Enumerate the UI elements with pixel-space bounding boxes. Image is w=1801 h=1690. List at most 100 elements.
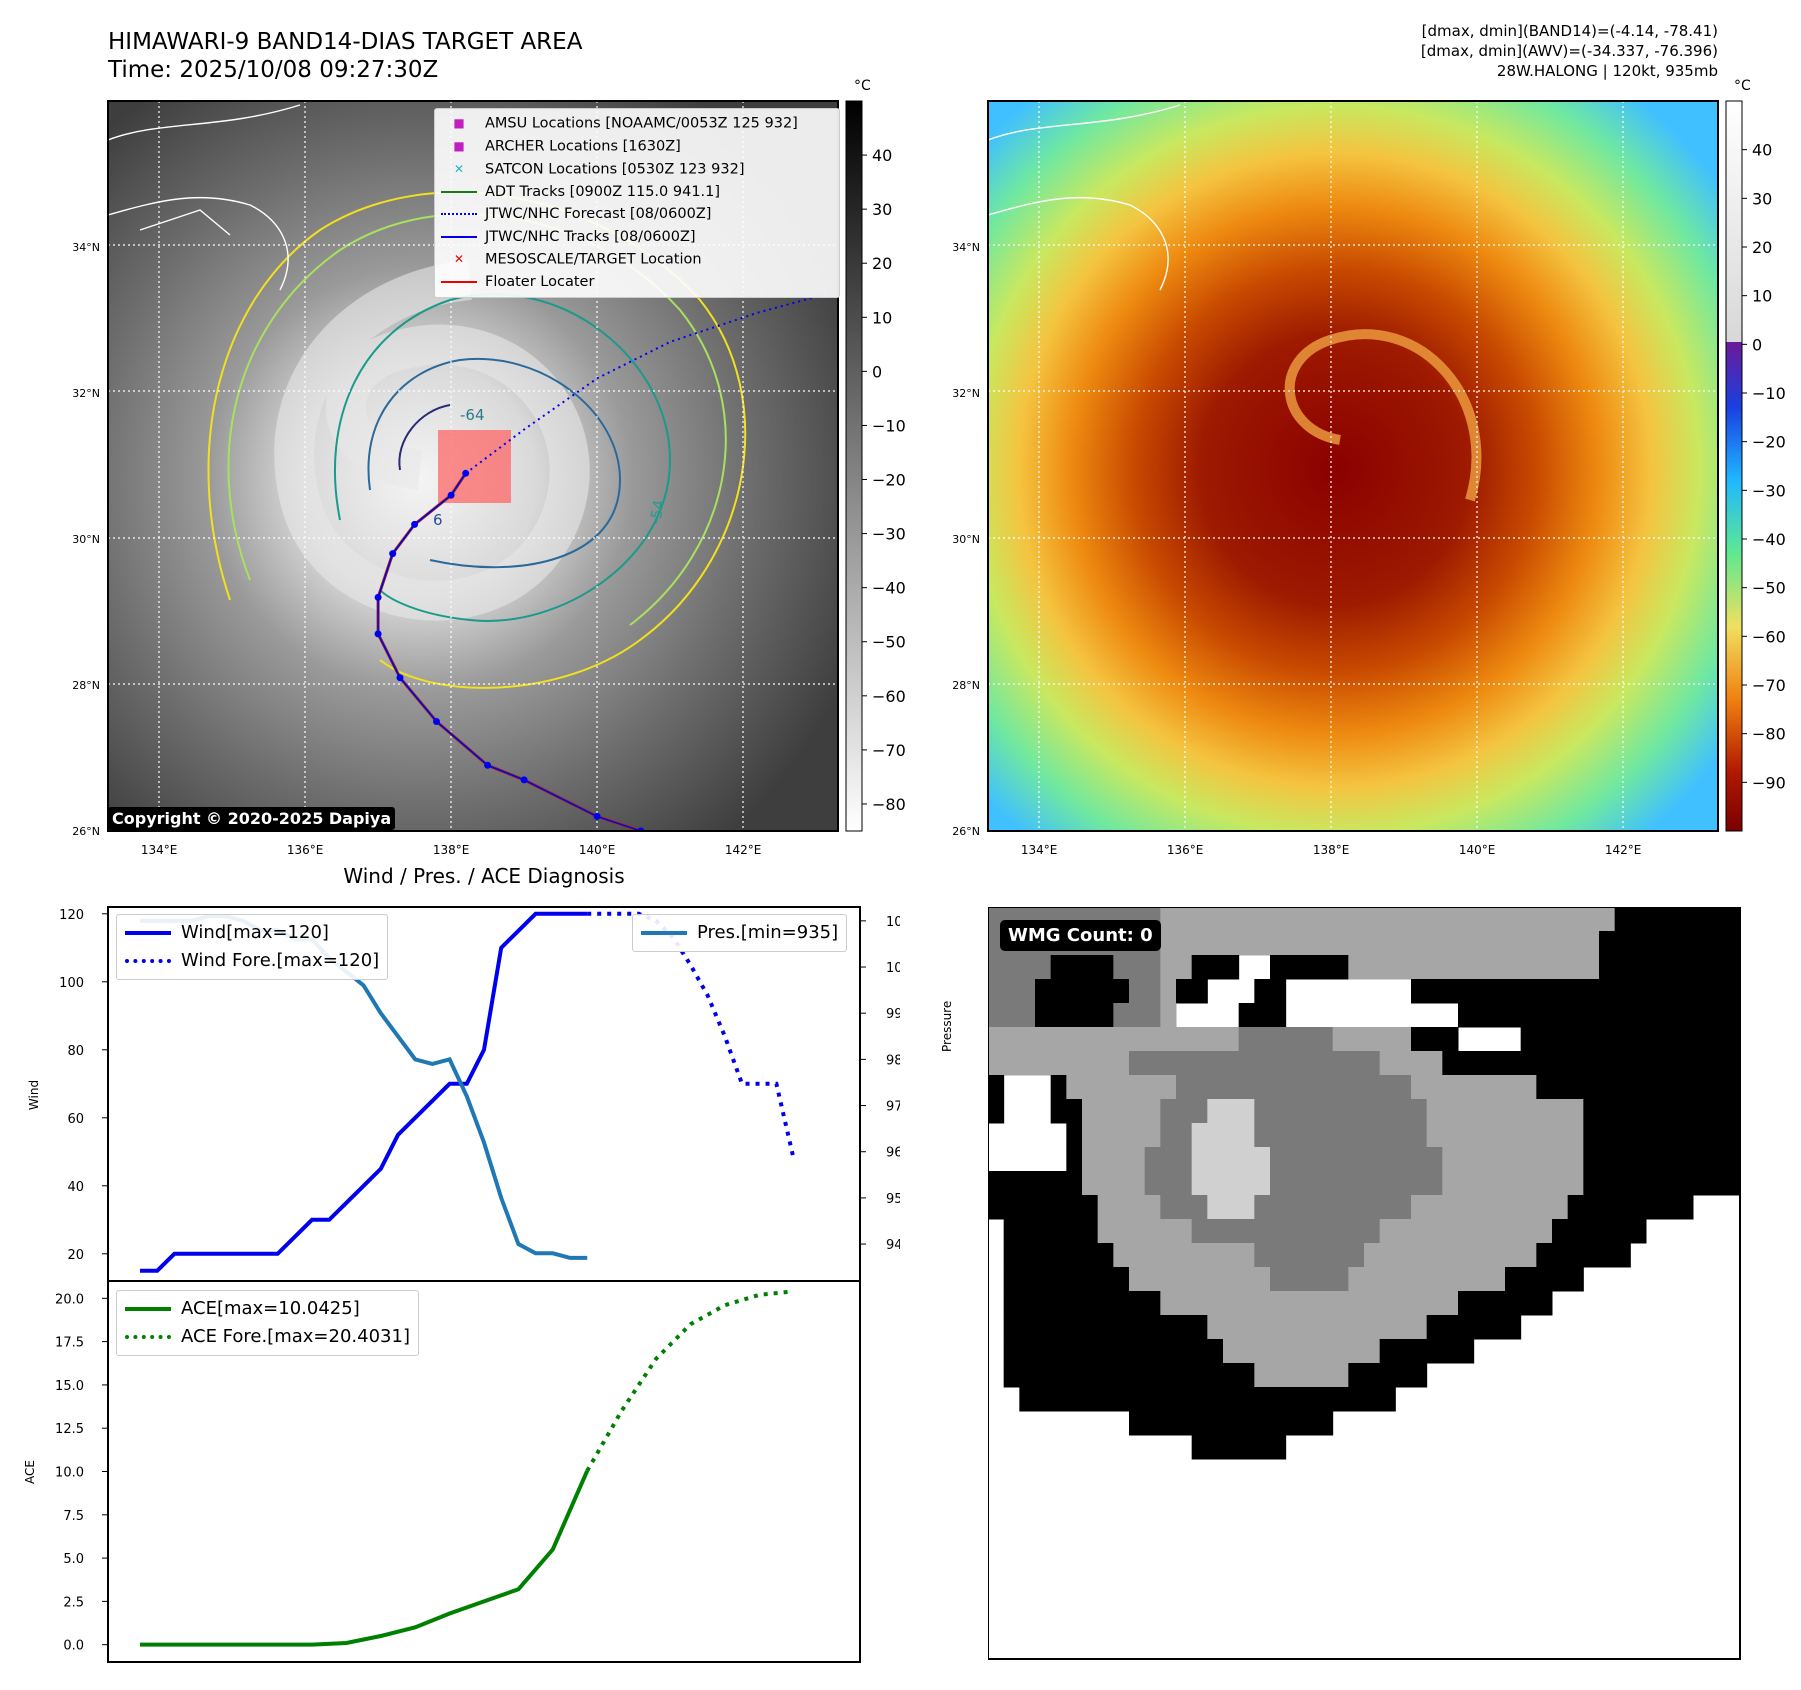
- wmg-cell: [1364, 1363, 1381, 1388]
- wmg-cell: [1144, 1315, 1161, 1340]
- wmg-cell: [1630, 1099, 1647, 1124]
- wmg-cell: [1536, 1267, 1553, 1292]
- wmg-cell: [1442, 955, 1459, 980]
- lon-tick-label: 138°E: [1313, 843, 1350, 857]
- wmg-cell: [1066, 1171, 1083, 1196]
- wmg-cell: [1505, 1291, 1522, 1316]
- wmg-cell: [1019, 1339, 1036, 1364]
- colorbar-tick-label: 0: [872, 362, 882, 381]
- wmg-cell: [1082, 1027, 1099, 1052]
- legend-marker: [441, 190, 477, 193]
- wmg-cell: [1708, 955, 1725, 980]
- wmg-cell: [1238, 1315, 1255, 1340]
- wmg-cell: [1285, 1411, 1302, 1436]
- wmg-cell: [1458, 1195, 1475, 1220]
- wmg-cell: [1630, 931, 1647, 956]
- awv-map-frame: [987, 100, 1719, 832]
- wmg-cell: [1082, 1171, 1099, 1196]
- wmg-cell: [1505, 1243, 1522, 1268]
- wmg-cell: [1301, 1123, 1318, 1148]
- wmg-cell: [1066, 1339, 1083, 1364]
- wmg-cell: [1614, 907, 1631, 932]
- wmg-cell: [1160, 1363, 1177, 1388]
- wmg-cell: [1614, 1027, 1631, 1052]
- legend-marker: ■: [453, 138, 465, 153]
- wmg-cell: [1552, 1003, 1569, 1028]
- wmg-cell: [1176, 1123, 1193, 1148]
- wmg-cell: [1614, 1075, 1631, 1100]
- wmg-cell: [1458, 907, 1475, 932]
- wmg-cell: [1489, 907, 1506, 932]
- wmg-cell: [1003, 1051, 1020, 1076]
- wmg-cell: [1583, 979, 1600, 1004]
- wmg-cell: [1505, 1171, 1522, 1196]
- wmg-cell: [1317, 1243, 1334, 1268]
- wmg-cell: [1348, 1363, 1365, 1388]
- wmg-cell: [1458, 1171, 1475, 1196]
- wmg-cell: [1285, 907, 1302, 932]
- wmg-cell: [1411, 1075, 1428, 1100]
- wmg-cell: [1129, 955, 1146, 980]
- wmg-cell: [1458, 1267, 1475, 1292]
- wmg-cell: [1552, 907, 1569, 932]
- wmg-cell: [1458, 1243, 1475, 1268]
- wmg-cell: [1176, 979, 1193, 1004]
- wmg-cell: [1160, 1339, 1177, 1364]
- wmg-cell: [1599, 1075, 1616, 1100]
- wmg-cell: [1254, 1147, 1271, 1172]
- legend-label: SATCON Locations [0530Z 123 932]: [485, 161, 745, 178]
- wmg-cell: [1050, 1363, 1067, 1388]
- legend-label: Floater Locater: [485, 274, 595, 291]
- wmg-cell: [1082, 1123, 1099, 1148]
- wmg-cell: [1583, 1027, 1600, 1052]
- wmg-cell: [1630, 1051, 1647, 1076]
- wmg-cell: [1364, 907, 1381, 932]
- wmg-cell: [1395, 1195, 1412, 1220]
- diagnosis-charts: 20 40 60 80 100 120 940 950 960 970 980 990 1000 1010…: [23, 906, 900, 1663]
- wmg-cell: [1317, 1075, 1334, 1100]
- wmg-cell: [1599, 955, 1616, 980]
- target-box: [438, 430, 511, 503]
- wmg-cell: [1348, 1147, 1365, 1172]
- wmg-cell: [1301, 1387, 1318, 1412]
- wmg-cell: [1395, 1243, 1412, 1268]
- wmg-cell: [1411, 1099, 1428, 1124]
- wmg-cell: [1270, 1171, 1287, 1196]
- wmg-cell: [1567, 955, 1584, 980]
- wmg-cell: [1411, 1267, 1428, 1292]
- wmg-cell: [1035, 979, 1052, 1004]
- wmg-cell: [1050, 1003, 1067, 1028]
- wmg-cell: [1395, 1267, 1412, 1292]
- wmg-cell: [1097, 1123, 1114, 1148]
- wmg-cell: [1270, 1435, 1287, 1460]
- wmg-cell: [1129, 1051, 1146, 1076]
- wmg-cell: [1348, 1075, 1365, 1100]
- wmg-cell: [1317, 1315, 1334, 1340]
- wmg-cell: [1144, 1099, 1161, 1124]
- wmg-cell: [1129, 1123, 1146, 1148]
- wmg-cell: [1144, 1147, 1161, 1172]
- wmg-cell: [1677, 931, 1694, 956]
- wmg-cell: [1599, 931, 1616, 956]
- wmg-cell: [1082, 1243, 1099, 1268]
- wmg-cell: [1066, 1195, 1083, 1220]
- wmg-cell: [1458, 1123, 1475, 1148]
- wmg-cell: [1238, 1195, 1255, 1220]
- wmg-cell: [1270, 1003, 1287, 1028]
- wmg-cell: [1050, 1339, 1067, 1364]
- wmg-cell: [1144, 1123, 1161, 1148]
- wmg-cell: [1520, 1051, 1537, 1076]
- wmg-cell: [1317, 1171, 1334, 1196]
- wmg-cell: [1708, 1099, 1725, 1124]
- wmg-cell: [1364, 1195, 1381, 1220]
- wmg-cell: [1473, 1267, 1490, 1292]
- wmg-cell: [1113, 1219, 1130, 1244]
- wmg-cell: [1693, 1123, 1710, 1148]
- wmg-cell: [1614, 1099, 1631, 1124]
- wmg-cell: [1097, 1315, 1114, 1340]
- wmg-cell: [1567, 931, 1584, 956]
- wmg-cell: [1238, 1339, 1255, 1364]
- wmg-cell: [1630, 1027, 1647, 1052]
- wmg-cell: [1426, 1123, 1443, 1148]
- wmg-cell: [1019, 1363, 1036, 1388]
